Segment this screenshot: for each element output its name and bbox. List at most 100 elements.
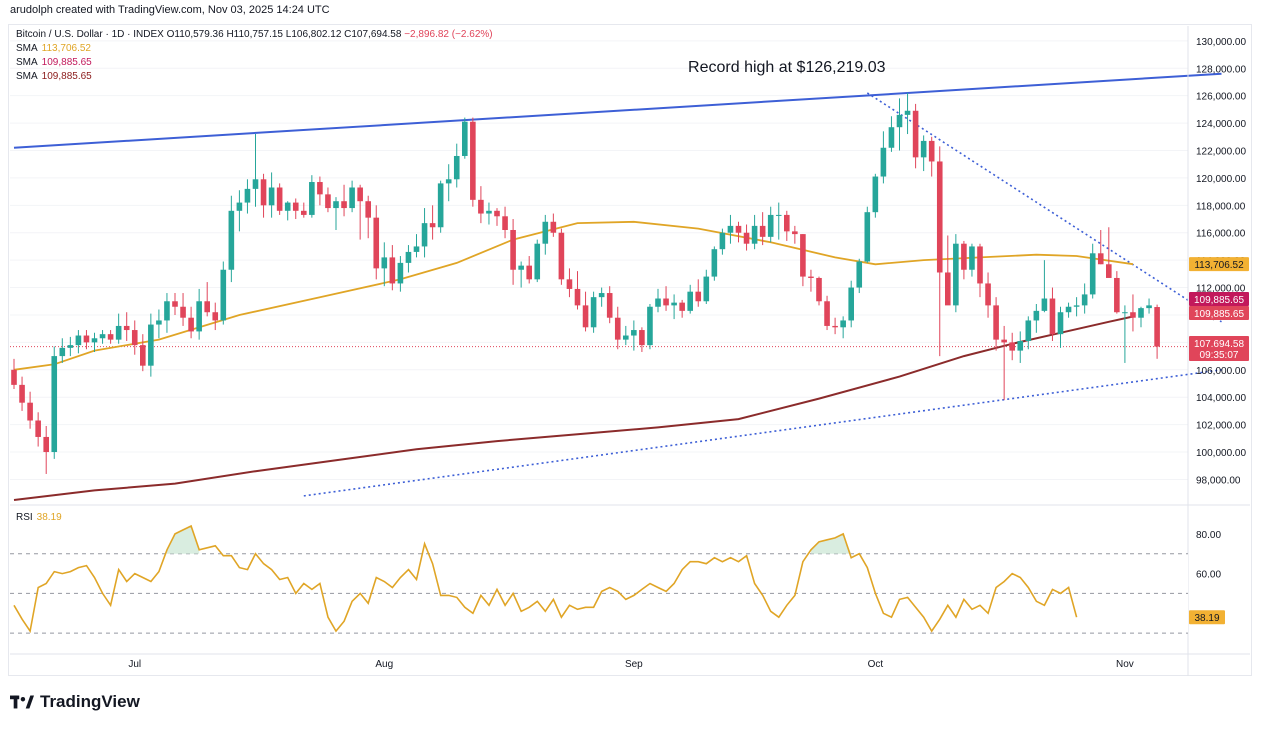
candle-body xyxy=(606,293,613,318)
candle-body xyxy=(824,301,830,326)
candle-body xyxy=(204,301,210,313)
candle-body xyxy=(309,182,315,215)
candle-body xyxy=(856,261,863,288)
candle-body xyxy=(27,402,33,421)
candle-body xyxy=(107,334,114,340)
candle-body xyxy=(502,216,508,230)
candle-body xyxy=(156,320,162,325)
candle-body xyxy=(236,202,243,211)
candle-body xyxy=(11,369,17,385)
price-tick-label: 106,000.00 xyxy=(1196,366,1246,377)
candle-body xyxy=(526,265,532,280)
candle-body xyxy=(985,283,991,306)
candle-body xyxy=(759,225,766,237)
rsi-value-label: 38.19 xyxy=(1194,613,1219,624)
sma-row-2[interactable]: SMA 109,885.65 xyxy=(16,56,493,70)
candle-body xyxy=(252,179,259,189)
candle-body xyxy=(397,262,404,284)
candle-body xyxy=(1017,341,1024,351)
candle-body xyxy=(164,301,170,321)
candle-body xyxy=(373,217,380,269)
candle-body xyxy=(574,288,581,306)
candle-body xyxy=(808,276,814,278)
candle-body xyxy=(445,179,452,184)
candle-body xyxy=(91,338,98,343)
time-axis: Jul Aug Sep Oct Nov xyxy=(128,659,1133,670)
candle-body xyxy=(1033,310,1040,321)
candle-body xyxy=(123,325,130,331)
candle-body xyxy=(977,246,983,284)
candle-body xyxy=(800,234,806,277)
sma-row-1[interactable]: SMA 113,706.52 xyxy=(16,42,493,56)
candle-body xyxy=(904,110,911,115)
sma-label: SMA xyxy=(16,43,38,54)
candle-body xyxy=(864,212,871,262)
candle-body xyxy=(325,194,331,209)
candle-body xyxy=(1089,253,1096,295)
candle-body xyxy=(1106,264,1112,278)
candle-body xyxy=(1009,342,1015,351)
sma200-layer xyxy=(13,315,1134,501)
dotted-trendline xyxy=(866,92,1222,323)
candle-body xyxy=(301,210,307,215)
price-tick-label: 122,000.00 xyxy=(1196,147,1246,158)
candle-body xyxy=(679,302,685,311)
price-tick-label: 116,000.00 xyxy=(1196,229,1246,240)
candle-body xyxy=(381,257,388,269)
candle-body xyxy=(775,214,782,216)
rsi-band-fill xyxy=(10,553,1188,634)
candle-body xyxy=(1138,308,1144,318)
candle-body xyxy=(67,345,74,348)
candle-body xyxy=(703,276,710,302)
candle-body xyxy=(260,179,267,206)
sma-label: SMA xyxy=(16,71,38,82)
candle-body xyxy=(1146,305,1152,309)
rsi-legend[interactable]: RSI 38.19 xyxy=(16,512,62,523)
candle-body xyxy=(1065,306,1072,313)
price-grid xyxy=(10,40,1250,655)
price-tick-label: 130,000.00 xyxy=(1196,37,1246,48)
candle-body xyxy=(228,210,235,270)
candle-body xyxy=(115,325,122,340)
price-label-box xyxy=(1189,347,1249,361)
candle-body xyxy=(727,225,734,233)
candle-body xyxy=(993,305,999,340)
candle-body xyxy=(840,320,846,328)
candle-body xyxy=(558,232,565,280)
candle-body xyxy=(462,121,468,156)
rsi-current-value: 38.19 xyxy=(36,512,62,523)
candle-body xyxy=(83,335,90,343)
candle-body xyxy=(631,330,637,336)
candle-body xyxy=(365,201,371,218)
rsi-value-box xyxy=(1189,610,1225,625)
candle-body xyxy=(333,201,339,209)
candle-body xyxy=(1049,298,1056,335)
candle-body xyxy=(1073,305,1080,307)
candle-body xyxy=(912,110,919,158)
candle-body xyxy=(945,272,951,306)
candle-body xyxy=(582,305,589,328)
candle-body xyxy=(292,202,299,211)
candle-body xyxy=(751,225,758,244)
sma-row-3[interactable]: SMA 109,885.65 xyxy=(16,70,493,84)
price-label-text: 109,885.65 xyxy=(1194,309,1244,320)
candle-body xyxy=(936,161,943,273)
candle-body xyxy=(928,140,935,162)
candle-body xyxy=(1130,312,1136,318)
price-label-text: 109,885.65 xyxy=(1194,295,1244,306)
candle-body xyxy=(349,187,355,209)
candle-body xyxy=(663,298,669,306)
candle-body xyxy=(969,246,975,270)
tradingview-logo[interactable]: TradingView xyxy=(10,692,140,712)
candle-body xyxy=(566,279,573,289)
countdown-label: 09:35:07 xyxy=(1200,350,1239,361)
price-tick-label: 100,000.00 xyxy=(1196,448,1246,459)
candle-body xyxy=(590,297,597,328)
rsi-title: RSI xyxy=(16,512,33,523)
candle-body xyxy=(244,188,251,203)
candle-body xyxy=(148,324,154,366)
candle-body xyxy=(961,243,967,270)
candle-body xyxy=(75,335,82,346)
candle-body xyxy=(1081,294,1088,306)
